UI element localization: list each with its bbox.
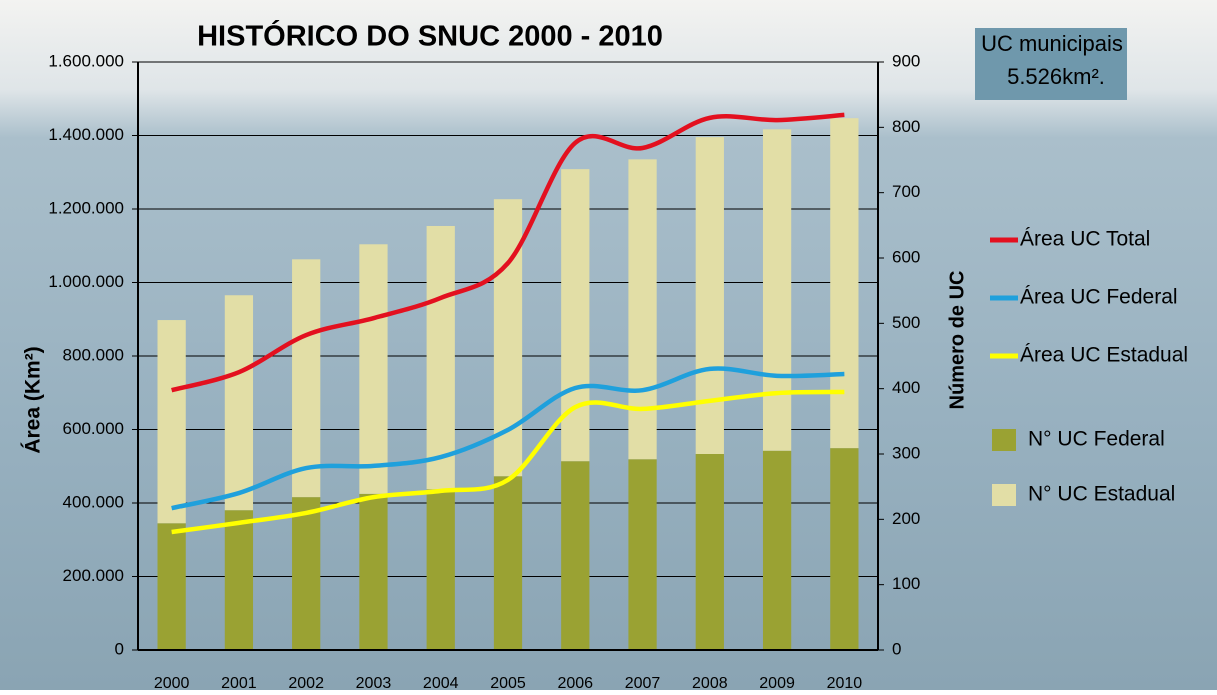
bar: [494, 476, 522, 650]
bar: [628, 459, 656, 650]
x-tick-label: 2001: [221, 675, 257, 690]
bar: [292, 259, 320, 497]
y2-tick-label: 900: [892, 51, 920, 70]
x-tick-label: 2010: [827, 675, 863, 690]
legend-label: Área UC Estadual: [1020, 344, 1188, 367]
bar: [830, 118, 858, 448]
x-tick-label: 2005: [490, 675, 526, 690]
x-tick-label: 2007: [625, 675, 661, 690]
y-tick-label: 1.000.000: [48, 272, 124, 291]
x-tick-label: 2004: [423, 675, 459, 690]
bar: [225, 295, 253, 510]
legend-swatch: [992, 484, 1016, 506]
y2-tick-label: 800: [892, 117, 920, 136]
bar: [696, 454, 724, 650]
y2-tick-label: 0: [892, 639, 901, 658]
y2-tick-label: 700: [892, 182, 920, 201]
y2-tick-label: 100: [892, 574, 920, 593]
y-tick-label: 1.600.000: [48, 51, 124, 70]
bar: [763, 129, 791, 450]
x-tick-label: 2008: [692, 675, 728, 690]
y2-tick-label: 500: [892, 313, 920, 332]
y-tick-label: 200.000: [63, 566, 124, 585]
x-tick-label: 2000: [154, 675, 190, 690]
x-tick-label: 2003: [356, 675, 392, 690]
bar: [763, 451, 791, 650]
legend-swatch: [992, 429, 1016, 451]
y-tick-label: 0: [115, 639, 124, 658]
y-axis-label: Área (Km²): [22, 346, 45, 453]
bar: [830, 448, 858, 650]
bar: [427, 489, 455, 650]
y2-axis-label: Número de UC: [946, 271, 968, 410]
annotation: UC municipais: [981, 31, 1123, 56]
y-tick-label: 400.000: [63, 492, 124, 511]
x-tick-label: 2006: [557, 675, 593, 690]
bar: [359, 244, 387, 494]
bar: [561, 461, 589, 650]
page: HISTÓRICO DO SNUC 2000 - 2010 UC municip…: [0, 0, 1217, 695]
y2-tick-label: 200: [892, 509, 920, 528]
chart: HISTÓRICO DO SNUC 2000 - 2010 UC municip…: [0, 0, 1217, 690]
legend-label: Área UC Total: [1020, 228, 1150, 251]
legend-label: N° UC Estadual: [1028, 483, 1175, 506]
bar: [427, 226, 455, 489]
y-tick-label: 600.000: [63, 419, 124, 438]
bar: [225, 510, 253, 650]
bar: [359, 494, 387, 650]
chart-title: HISTÓRICO DO SNUC 2000 - 2010: [197, 19, 663, 53]
y2-tick-label: 600: [892, 247, 920, 266]
y2-tick-label: 400: [892, 378, 920, 397]
bar: [628, 159, 656, 459]
y2-tick-label: 300: [892, 443, 920, 462]
y-tick-label: 1.200.000: [48, 198, 124, 217]
bar: [158, 320, 186, 523]
y-tick-label: 800.000: [63, 345, 124, 364]
bar: [292, 497, 320, 650]
y-tick-label: 1.400.000: [48, 125, 124, 144]
bar: [158, 523, 186, 650]
x-tick-label: 2002: [288, 675, 324, 690]
annotation: 5.526km².: [1007, 64, 1105, 89]
x-tick-label: 2009: [759, 675, 795, 690]
bar: [696, 137, 724, 454]
legend-label: Área UC Federal: [1020, 286, 1178, 309]
legend-label: N° UC Federal: [1028, 428, 1165, 451]
